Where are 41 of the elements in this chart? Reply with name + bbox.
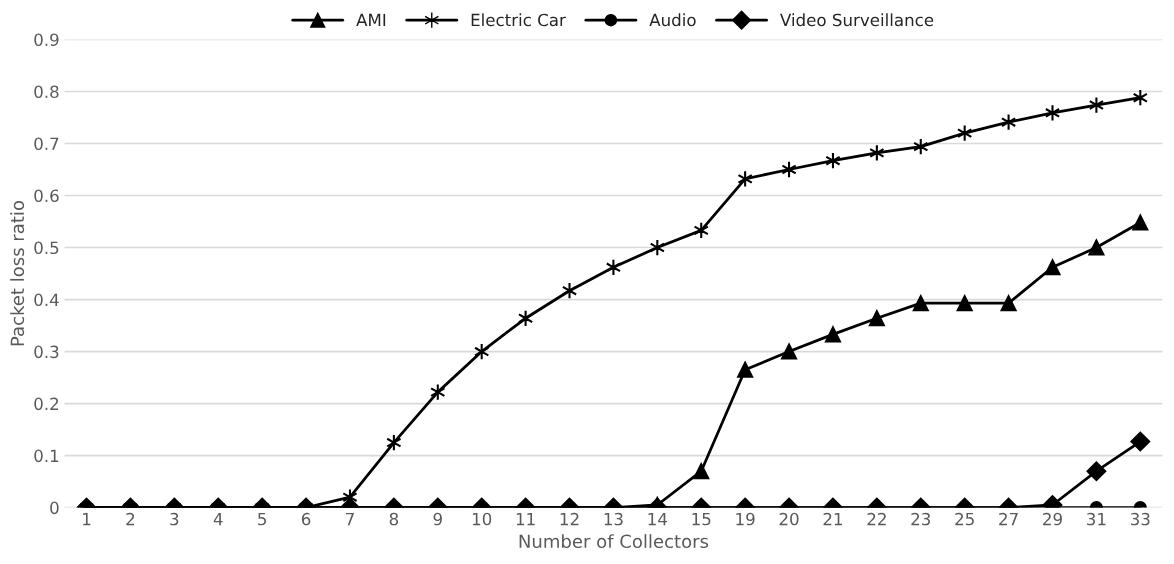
y-tick-label: 0.5	[34, 241, 59, 255]
y-axis-title: Packet loss ratio	[10, 201, 25, 346]
x-tick-label: 33	[1130, 512, 1150, 526]
x-tick-label: 9	[433, 512, 442, 526]
x-tick-label: 3	[170, 512, 179, 526]
legend-label: Electric Car	[471, 13, 566, 27]
x-tick-label: 25	[955, 512, 974, 526]
x-axis-title: Number of Collectors	[519, 534, 709, 549]
x-tick-label: 13	[604, 512, 623, 526]
x-tick-label: 6	[301, 512, 311, 526]
x-tick-label: 19	[736, 512, 755, 526]
y-tick-label: 0.6	[34, 189, 59, 203]
y-tick-label: 0.9	[34, 33, 59, 47]
y-tick-label: 0.1	[34, 449, 59, 463]
y-tick-label: 0.2	[34, 397, 59, 411]
x-tick-label: 4	[213, 512, 223, 526]
legend-label: AMI	[356, 13, 386, 27]
y-tick-label: 0.7	[34, 137, 59, 151]
x-tick-label: 20	[779, 512, 799, 526]
y-tick-label: 0	[50, 501, 59, 515]
x-tick-label: 11	[516, 512, 535, 526]
y-tick-label: 0.4	[34, 293, 59, 307]
x-tick-label: 21	[823, 512, 843, 526]
x-tick-label: 31	[1087, 512, 1106, 526]
x-tick-label: 5	[258, 512, 266, 526]
x-tick-label: 10	[472, 512, 492, 526]
x-tick-label: 27	[999, 512, 1018, 526]
x-tick-label: 22	[867, 512, 886, 526]
x-tick-label: 2	[126, 512, 135, 526]
x-tick-label: 14	[648, 512, 667, 526]
y-tick-label: 0.3	[34, 345, 59, 359]
x-tick-label: 23	[911, 512, 931, 526]
x-tick-label: 1	[83, 512, 91, 526]
y-tick-label: 0.8	[34, 85, 59, 99]
x-tick-label: 7	[346, 512, 354, 526]
x-tick-label: 8	[389, 512, 399, 526]
x-tick-label: 29	[1043, 512, 1062, 526]
x-tick-label: 12	[560, 512, 579, 526]
legend-label: Video Surveillance	[780, 13, 934, 27]
legend-label: Audio	[649, 13, 696, 27]
x-tick-label: 15	[692, 512, 711, 526]
